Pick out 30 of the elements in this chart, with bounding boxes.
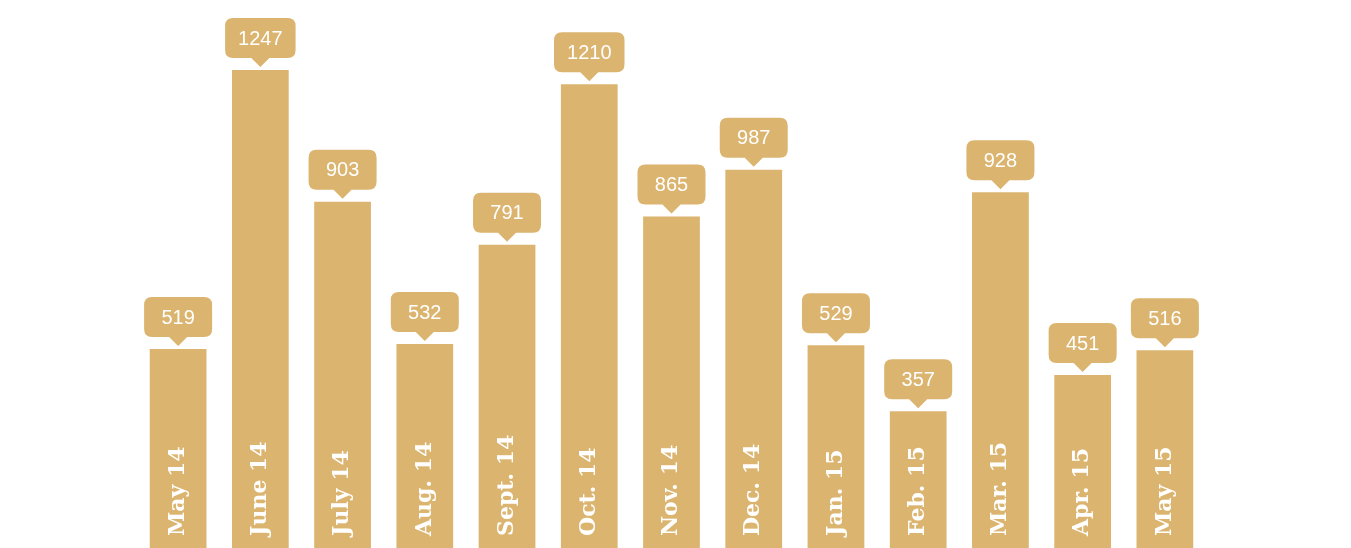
x-tick-label: June 14 bbox=[245, 441, 272, 538]
x-tick-label: May 15 bbox=[1149, 446, 1176, 536]
x-tick-label: Jan. 15 bbox=[820, 449, 847, 538]
x-tick-label: Aug. 14 bbox=[409, 441, 436, 537]
data-label: 529 bbox=[819, 301, 853, 324]
x-tick-label: Feb. 15 bbox=[902, 446, 929, 536]
data-label: 791 bbox=[490, 201, 524, 224]
bar bbox=[231, 70, 289, 548]
bar bbox=[149, 349, 207, 548]
x-tick-label: Oct. 14 bbox=[573, 447, 600, 536]
x-tick-label: Apr. 15 bbox=[1067, 448, 1094, 537]
bar bbox=[396, 344, 454, 548]
bar bbox=[1054, 375, 1112, 548]
x-tick-label: July 14 bbox=[327, 450, 354, 538]
data-label: 532 bbox=[408, 300, 442, 323]
data-label: 516 bbox=[1148, 306, 1182, 329]
data-label: 928 bbox=[983, 148, 1018, 171]
data-label: 903 bbox=[325, 158, 360, 181]
x-tick-label: May 14 bbox=[162, 446, 189, 536]
x-tick-label: Dec. 14 bbox=[738, 443, 765, 536]
data-label: 451 bbox=[1065, 331, 1100, 354]
data-label: 865 bbox=[654, 172, 689, 195]
data-label: 1247 bbox=[238, 26, 283, 49]
x-tick-label: Sept. 14 bbox=[491, 434, 518, 536]
data-label: 519 bbox=[161, 305, 195, 328]
x-tick-label: Nov. 14 bbox=[656, 444, 683, 536]
x-tick-label: Mar. 15 bbox=[985, 441, 1012, 536]
data-label: 1210 bbox=[567, 40, 612, 63]
data-label: 357 bbox=[901, 367, 935, 390]
data-label: 987 bbox=[737, 126, 771, 149]
